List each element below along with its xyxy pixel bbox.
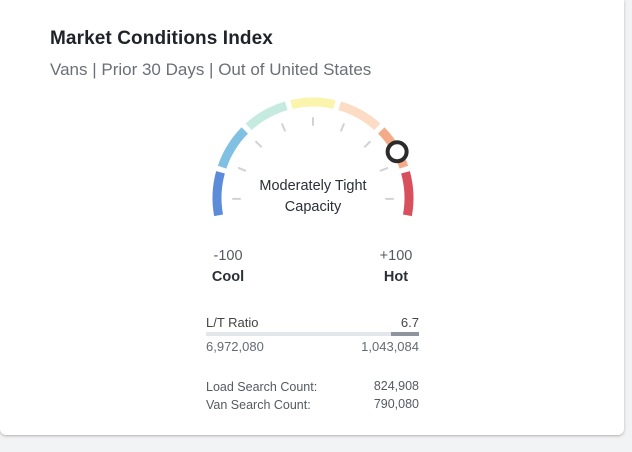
gauge-segment <box>212 171 225 217</box>
van-search-count-value: 790,080 <box>373 397 419 411</box>
gauge-tick <box>255 140 263 148</box>
lt-ratio-bar-fill <box>391 332 419 336</box>
gauge-status-label: Moderately Tight Capacity <box>259 178 367 215</box>
gauge-min-label: Cool <box>211 269 245 285</box>
gauge-tick <box>237 167 247 172</box>
loads-count: 6,972,080 <box>206 339 264 354</box>
lt-ratio-label: L/T Ratio <box>206 315 259 330</box>
widget-title: Market Conditions Index <box>50 28 273 49</box>
gauge-segment <box>401 171 414 217</box>
load-search-count-label: Load Search Count: <box>206 380 318 394</box>
trucks-count: 1,043,084 <box>361 339 419 354</box>
gauge-max-value: +100 <box>379 248 413 264</box>
gauge-tick <box>281 123 286 132</box>
gauge-tick <box>379 167 389 172</box>
gauge-segment <box>290 97 336 109</box>
load-search-count-value: 824,908 <box>373 379 419 393</box>
lt-ratio-bar <box>206 332 419 336</box>
van-search-count-label: Van Search Count: <box>206 398 311 412</box>
widget-subtitle: Vans | Prior 30 Days | Out of United Sta… <box>50 60 372 79</box>
gauge-tick <box>340 123 345 132</box>
gauge-indicator <box>385 140 409 164</box>
gauge-segment <box>338 101 381 131</box>
gauge-segment <box>245 101 288 131</box>
lt-ratio-value: 6.7 <box>400 315 419 330</box>
gauge-segment <box>217 127 249 169</box>
gauge-max-label: Hot <box>383 269 409 285</box>
gauge-tick <box>363 140 371 148</box>
market-conditions-card: Market Conditions Index Vans | Prior 30 … <box>0 0 624 435</box>
gauge-min-value: -100 <box>213 248 243 264</box>
